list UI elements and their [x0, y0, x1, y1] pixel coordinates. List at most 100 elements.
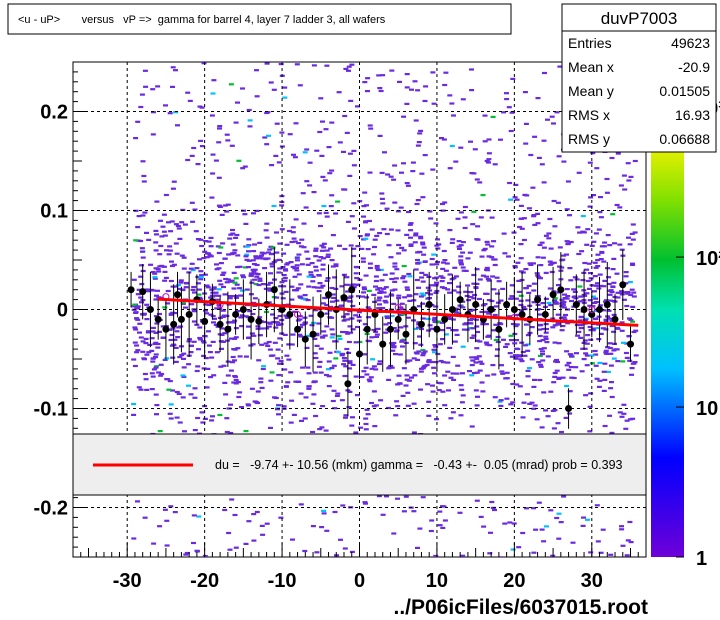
histogram-cell — [572, 276, 578, 279]
histogram-cell — [155, 289, 160, 292]
histogram-cell — [197, 336, 203, 340]
histogram-cell — [151, 542, 157, 545]
histogram-cell — [569, 299, 574, 303]
histogram-cell — [421, 365, 427, 368]
histogram-cell — [485, 243, 491, 246]
histogram-cell — [163, 193, 169, 197]
profile-point — [402, 330, 410, 338]
histogram-cell — [168, 417, 174, 420]
histogram-cell — [404, 102, 410, 105]
histogram-cell — [401, 275, 407, 278]
fit-legend: du = -9.74 +- 10.56 (mkm) gamma = -0.43 … — [72, 433, 647, 496]
histogram-cell — [344, 131, 350, 134]
histogram-cell — [455, 364, 461, 367]
x-tick-label: -20 — [190, 570, 219, 592]
histogram-cell — [154, 200, 160, 203]
histogram-cell — [300, 192, 306, 195]
histogram-cell — [477, 369, 483, 372]
histogram-cell — [442, 404, 448, 407]
histogram-cell — [461, 328, 467, 331]
histogram-cell — [313, 265, 319, 268]
histogram-cell — [576, 252, 582, 256]
histogram-cell — [229, 144, 235, 147]
histogram-cell — [275, 323, 281, 326]
histogram-cell — [342, 114, 348, 118]
histogram-cell — [499, 370, 505, 373]
histogram-cell — [472, 148, 478, 151]
histogram-cell — [538, 264, 544, 267]
histogram-cell — [428, 529, 434, 533]
histogram-cell — [609, 291, 615, 294]
histogram-cell — [228, 83, 234, 86]
histogram-cell — [497, 400, 503, 403]
histogram-cell — [277, 267, 283, 270]
histogram-cell — [324, 312, 330, 315]
histogram-cell — [200, 421, 206, 424]
histogram-cell — [378, 399, 384, 402]
histogram-cell — [439, 137, 444, 140]
histogram-cell — [230, 355, 236, 359]
histogram-cell — [478, 515, 484, 518]
histogram-cell — [521, 305, 527, 309]
histogram-cell — [254, 209, 260, 212]
histogram-cell — [361, 370, 367, 373]
histogram-cell — [626, 236, 631, 239]
histogram-cell — [567, 412, 573, 415]
histogram-cell — [532, 378, 537, 381]
histogram-cell — [375, 327, 381, 330]
histogram-cell — [550, 326, 556, 329]
histogram-cell — [365, 248, 371, 251]
histogram-cell — [365, 306, 371, 309]
histogram-cell — [269, 164, 275, 167]
histogram-cell — [609, 431, 615, 434]
histogram-cell — [457, 511, 463, 514]
histogram-cell — [214, 307, 220, 310]
histogram-cell — [269, 262, 275, 265]
histogram-cell — [173, 285, 179, 288]
histogram-cell — [153, 366, 159, 369]
histogram-cell — [133, 311, 139, 314]
histogram-cell — [399, 308, 405, 311]
histogram-cell — [433, 291, 439, 294]
histogram-cell — [172, 338, 178, 341]
histogram-cell — [628, 541, 634, 544]
histogram-cell — [298, 503, 304, 506]
histogram-cell — [390, 349, 396, 352]
histogram-cell — [292, 156, 298, 159]
histogram-cell — [341, 273, 347, 276]
histogram-cell — [632, 361, 638, 364]
histogram-cell — [317, 282, 323, 285]
histogram-cell — [485, 269, 490, 272]
histogram-cell — [490, 364, 496, 367]
histogram-cell — [314, 334, 320, 337]
histogram-cell — [297, 84, 303, 87]
histogram-cell — [450, 355, 456, 358]
histogram-cell — [347, 300, 353, 303]
y-tick-label: 0.1 — [40, 201, 68, 223]
histogram-cell — [303, 396, 309, 399]
histogram-cell — [525, 375, 531, 378]
histogram-cell — [480, 323, 486, 326]
histogram-cell — [329, 286, 335, 290]
histogram-cell — [418, 129, 424, 132]
histogram-cell — [396, 374, 402, 377]
histogram-cell — [380, 74, 386, 77]
histogram-cell — [605, 346, 611, 349]
histogram-cell — [254, 275, 260, 278]
histogram-cell — [477, 278, 483, 281]
histogram-cell — [440, 276, 446, 279]
histogram-cell — [489, 299, 495, 303]
histogram-cell — [552, 297, 558, 300]
histogram-cell — [219, 333, 225, 336]
histogram-cell — [551, 427, 557, 430]
histogram-cell — [238, 316, 244, 319]
histogram-cell — [170, 327, 176, 330]
histogram-cell — [282, 96, 288, 99]
histogram-cell — [170, 187, 176, 190]
histogram-cell — [497, 322, 503, 325]
histogram-cell — [422, 350, 428, 353]
histogram-cell — [141, 357, 147, 360]
histogram-cell — [454, 372, 460, 375]
histogram-cell — [203, 240, 209, 243]
histogram-cell — [161, 230, 167, 233]
